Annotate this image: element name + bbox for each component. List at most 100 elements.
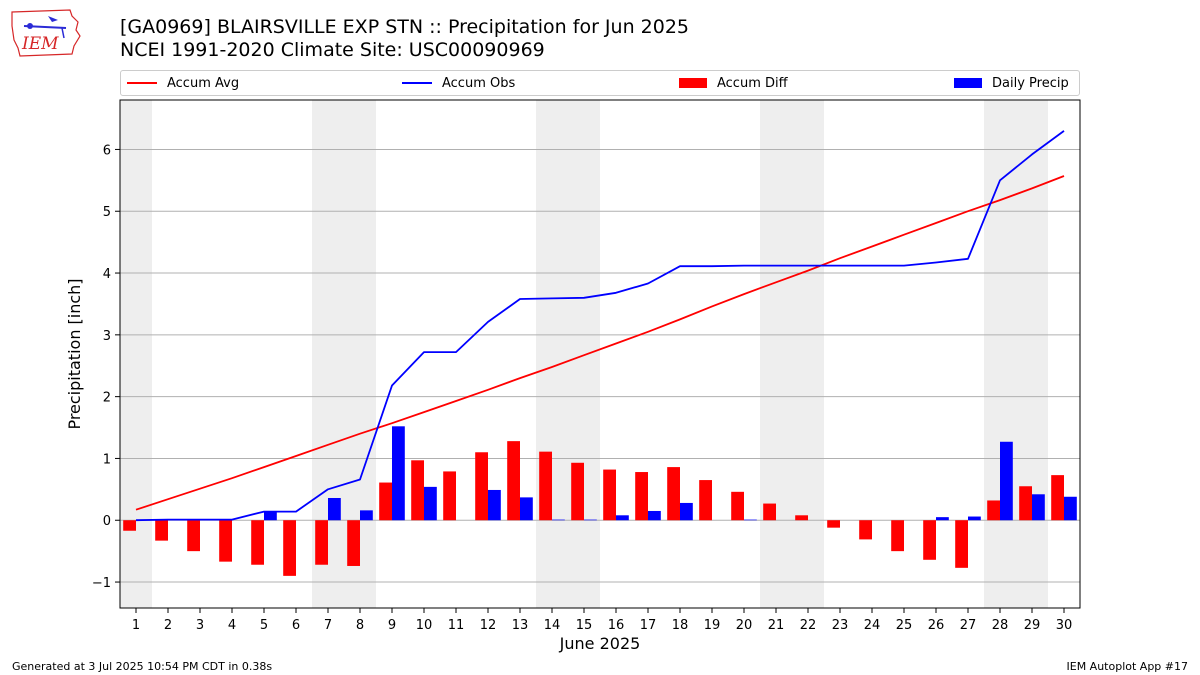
bar-daily-precip — [520, 497, 533, 521]
bar-daily-precip — [552, 519, 565, 521]
bar-daily-precip — [680, 502, 693, 521]
bar-accum-diff — [827, 520, 840, 528]
iowa-map-logo-icon — [11, 9, 81, 57]
x-tick-label: 5 — [260, 618, 268, 633]
bar-accum-diff — [923, 520, 936, 560]
bar-daily-precip — [392, 426, 405, 521]
bar-accum-diff — [347, 520, 360, 566]
bar-accum-diff — [443, 471, 456, 521]
legend-label-daily-precip: Daily Precip — [992, 75, 1069, 91]
shade-day-28 — [984, 100, 1016, 608]
x-tick-label: 29 — [1024, 618, 1041, 633]
bar-daily-precip — [264, 512, 277, 521]
bar-daily-precip — [360, 510, 373, 521]
bar-daily-precip — [488, 489, 501, 521]
x-tick-label: 26 — [928, 618, 945, 633]
y-tick-label: 1 — [103, 452, 111, 467]
legend-swatch-daily-precip — [954, 78, 982, 88]
chart-legend: Accum Avg Accum Obs Accum Diff Daily Pre… — [120, 70, 1080, 96]
x-tick-label: 3 — [196, 618, 204, 633]
bar-accum-diff — [123, 520, 136, 531]
y-axis-label: Precipitation [inch] — [65, 278, 84, 429]
legend-swatch-accum-diff — [679, 78, 707, 88]
shade-day-22 — [792, 100, 824, 608]
x-tick-label: 1 — [132, 618, 140, 633]
bar-accum-diff — [507, 441, 520, 521]
x-tick-label: 20 — [736, 618, 753, 633]
bar-accum-diff — [1019, 486, 1032, 521]
x-tick-label: 17 — [640, 618, 657, 633]
logo-text: IEM — [22, 34, 59, 54]
legend-label-accum-obs: Accum Obs — [442, 75, 516, 91]
y-tick-label: −1 — [92, 576, 111, 591]
y-tick-label: 6 — [103, 143, 111, 158]
shade-day-15 — [568, 100, 600, 608]
x-tick-label: 19 — [704, 618, 721, 633]
bar-accum-diff — [571, 462, 584, 521]
y-tick-label: 3 — [103, 329, 111, 344]
bar-daily-precip — [424, 486, 437, 521]
bar-daily-precip — [1000, 441, 1013, 521]
bar-accum-diff — [1051, 475, 1064, 521]
bar-daily-precip — [616, 515, 629, 521]
x-tick-label: 16 — [608, 618, 625, 633]
bar-accum-diff — [731, 491, 744, 521]
bar-accum-diff — [379, 482, 392, 521]
bar-accum-diff — [763, 503, 776, 521]
bar-accum-diff — [699, 480, 712, 521]
bar-accum-diff — [411, 460, 424, 521]
footer-app-text: IEM Autoplot App #17 — [1066, 660, 1189, 673]
x-tick-label: 23 — [832, 618, 849, 633]
legend-item-accum-diff: Accum Diff — [679, 74, 788, 92]
line-accum-avg — [135, 175, 1065, 511]
chart-title: [GA0969] BLAIRSVILLE EXP STN :: Precipit… — [120, 16, 689, 38]
x-tick-label: 13 — [512, 618, 529, 633]
x-tick-label: 14 — [544, 618, 561, 633]
footer-generated-text: Generated at 3 Jul 2025 10:54 PM CDT in … — [12, 660, 273, 673]
bar-accum-diff — [795, 515, 808, 521]
bar-accum-diff — [891, 520, 904, 552]
bar-accum-diff — [955, 520, 968, 568]
plot-area — [120, 100, 1080, 608]
bar-accum-diff — [987, 500, 1000, 521]
bar-daily-precip — [648, 510, 661, 521]
x-tick-label: 12 — [480, 618, 497, 633]
bar-accum-diff — [219, 520, 232, 562]
x-axis-label: June 2025 — [559, 634, 641, 653]
chart-subtitle: NCEI 1991-2020 Climate Site: USC00090969 — [120, 39, 545, 61]
x-tick-label: 7 — [324, 618, 332, 633]
bar-accum-diff — [859, 520, 872, 540]
x-tick-label: 27 — [960, 618, 977, 633]
x-tick-label: 21 — [768, 618, 785, 633]
bar-daily-precip — [936, 517, 949, 521]
bar-daily-precip — [1064, 496, 1077, 521]
x-tick-label: 8 — [356, 618, 364, 633]
legend-label-accum-avg: Accum Avg — [167, 75, 240, 91]
shade-day-21 — [760, 100, 792, 608]
plot-frame — [119, 99, 1081, 609]
x-tick-label: 9 — [388, 618, 396, 633]
x-tick-label: 24 — [864, 618, 881, 633]
y-tick-label: 0 — [103, 514, 111, 529]
bar-accum-diff — [315, 520, 328, 565]
line-accum-obs — [135, 130, 1065, 522]
x-tick-label: 2 — [164, 618, 172, 633]
bar-accum-diff — [283, 520, 296, 576]
bar-accum-diff — [155, 520, 168, 541]
bar-accum-diff — [635, 472, 648, 521]
bar-daily-precip — [744, 519, 757, 521]
bar-accum-diff — [187, 520, 200, 552]
bar-daily-precip — [328, 497, 341, 521]
bar-accum-diff — [475, 452, 488, 521]
x-tick-label: 10 — [416, 618, 433, 633]
bar-accum-diff — [251, 520, 264, 565]
x-tick-label: 28 — [992, 618, 1009, 633]
y-tick-label: 2 — [103, 391, 111, 406]
bar-daily-precip — [584, 519, 597, 521]
legend-item-daily-precip: Daily Precip — [954, 74, 1069, 92]
x-tick-label: 11 — [448, 618, 465, 633]
y-tick-label: 4 — [103, 267, 111, 282]
bar-accum-diff — [539, 451, 552, 521]
x-tick-label: 6 — [292, 618, 300, 633]
